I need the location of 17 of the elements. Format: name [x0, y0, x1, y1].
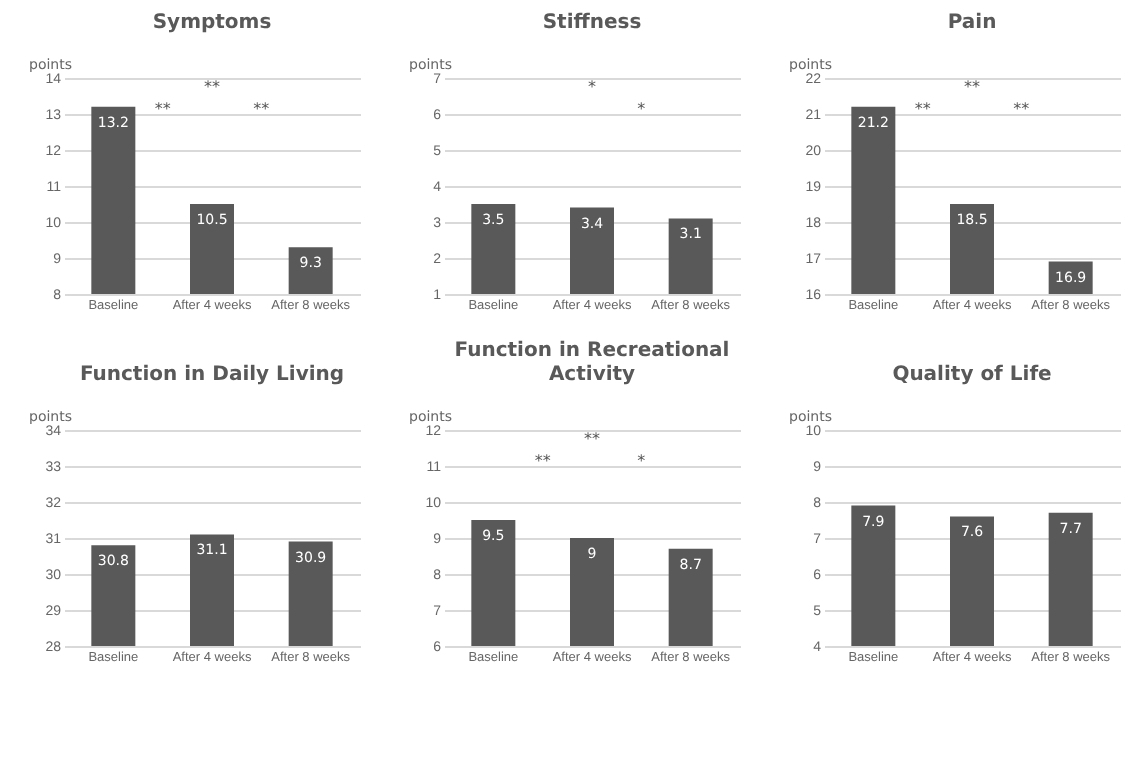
chart-title: Function in Recreational Activity: [454, 340, 730, 386]
chart-title: Pain: [947, 12, 997, 34]
annotation: **: [914, 100, 931, 118]
chart-title: Quality of Life: [892, 364, 1053, 386]
annotation: **: [534, 452, 551, 470]
chart-title: Function in Daily Living: [79, 364, 345, 386]
annotation: *: [637, 452, 646, 470]
annotation: **: [584, 430, 600, 448]
annotation: *: [588, 78, 596, 96]
chart-title: Symptoms: [152, 12, 272, 34]
annotation: **: [1013, 100, 1030, 118]
annotation: *: [637, 100, 646, 118]
annotation: **: [154, 100, 171, 118]
chart-title: Stiffness: [542, 12, 642, 34]
annotation: **: [204, 78, 220, 96]
annotation: **: [253, 100, 270, 118]
annotation: **: [964, 78, 980, 96]
